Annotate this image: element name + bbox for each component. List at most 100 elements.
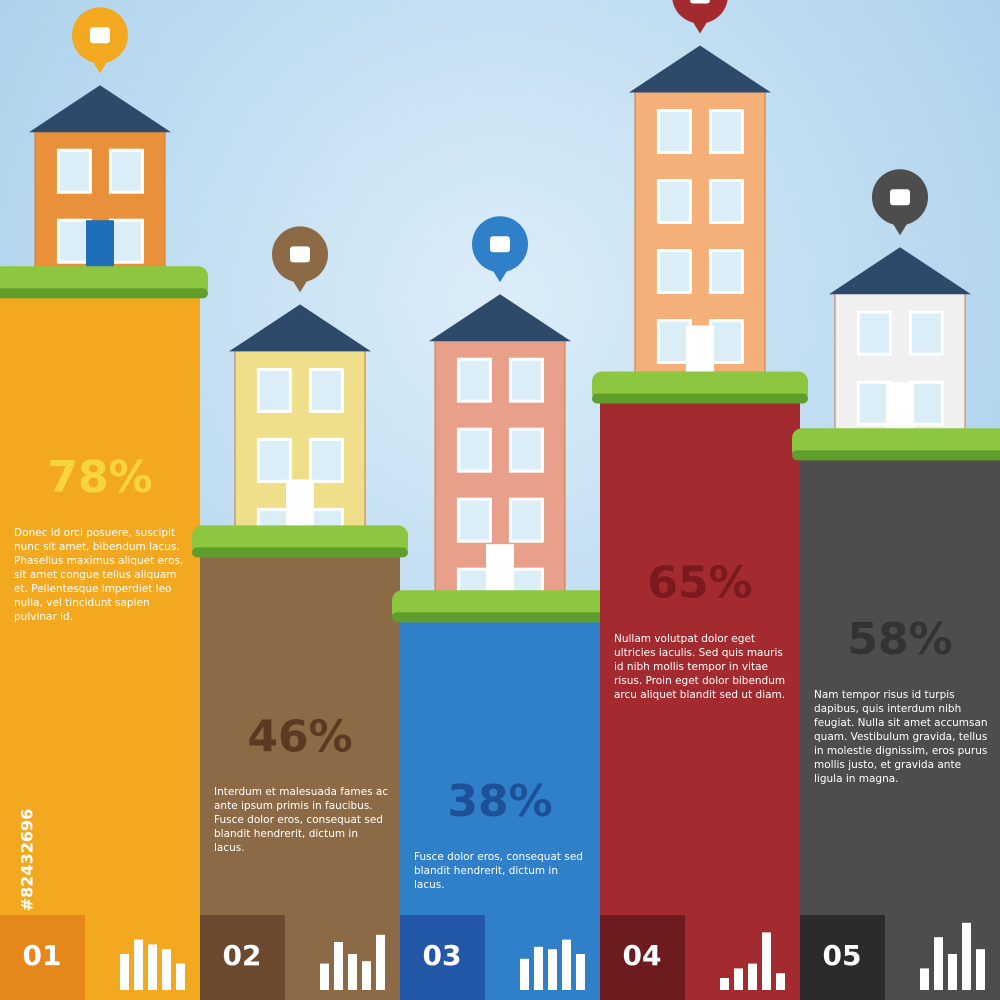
mini-bar (320, 963, 329, 990)
number-box (0, 915, 85, 1000)
category-label: 02 (223, 939, 262, 972)
value-label: 78% (47, 452, 152, 503)
roof (629, 45, 771, 93)
window (656, 319, 692, 364)
value-label: 46% (247, 711, 352, 762)
window (308, 367, 344, 413)
icon-pointer (892, 222, 908, 236)
icon-bubble (672, 0, 728, 24)
number-box (400, 915, 485, 1000)
description: Fusce dolor eros, consequat sed blandit … (414, 851, 583, 892)
description-box: Nullam volutpat dolor eget ultricies iac… (614, 632, 786, 701)
value-label: 38% (447, 776, 552, 827)
grass-shade (792, 450, 1000, 461)
window (508, 427, 544, 473)
mini-bar (562, 939, 571, 990)
window (456, 357, 492, 403)
window (656, 179, 692, 224)
window (708, 109, 744, 154)
category-label: 05 (823, 939, 862, 972)
window (708, 319, 744, 364)
icon-glyph (690, 0, 710, 4)
mini-bar (176, 963, 185, 990)
mini-bar (148, 944, 157, 990)
mini-bar (762, 932, 771, 990)
grass-shade (392, 612, 608, 623)
value-label: 65% (647, 558, 752, 609)
bar (800, 442, 1000, 915)
icon-pointer (92, 60, 108, 74)
window (908, 380, 944, 426)
mini-bar (734, 968, 743, 990)
window (656, 109, 692, 154)
icon-glyph (490, 236, 510, 253)
description-box: Donec id orci posuere, suscipit nunc sit… (14, 527, 184, 624)
window (456, 427, 492, 473)
mini-bar (134, 939, 143, 990)
bar (0, 280, 200, 915)
grass-shade (592, 393, 808, 404)
number-box (600, 915, 685, 1000)
icon-glyph (290, 246, 310, 263)
roof (29, 85, 171, 133)
mini-bar (334, 942, 343, 990)
roof (429, 294, 571, 342)
mini-bar (576, 954, 585, 990)
window (108, 218, 144, 264)
window (708, 249, 744, 294)
roof (229, 304, 371, 352)
grass-shade (0, 288, 208, 299)
mini-bar (920, 968, 929, 990)
icon-pointer (692, 20, 708, 34)
window (456, 497, 492, 543)
description: Nam tempor risus id turpis dapibus, quis… (814, 689, 988, 786)
mini-bar (548, 949, 557, 990)
mini-bar (376, 934, 385, 990)
mini-bar (976, 949, 985, 990)
window (908, 310, 944, 356)
window (256, 367, 292, 413)
window (856, 380, 892, 426)
description: Interdum et malesuada fames ac ante ipsu… (214, 786, 389, 855)
description: Nullam volutpat dolor eget ultricies iac… (614, 632, 786, 701)
number-box (800, 915, 885, 1000)
window (508, 357, 544, 403)
description-box: Fusce dolor eros, consequat sed blandit … (414, 851, 583, 892)
stock-id: #82432696 (18, 809, 37, 911)
roof (829, 247, 971, 295)
mini-bar (162, 949, 171, 990)
mini-bar (948, 954, 957, 990)
category-label: 01 (23, 939, 62, 972)
mini-bar (748, 963, 757, 990)
category-label: 04 (623, 939, 662, 972)
number-box (200, 915, 285, 1000)
window (856, 310, 892, 356)
icon-glyph (890, 189, 910, 206)
grass-shade (192, 547, 408, 558)
mini-bar (520, 958, 529, 990)
window (656, 249, 692, 294)
mini-bar (534, 946, 543, 990)
value-label: 58% (847, 614, 952, 665)
bar (400, 604, 600, 915)
mini-bar (362, 961, 371, 990)
window (308, 437, 344, 483)
icon-pointer (492, 269, 508, 283)
window (56, 218, 92, 264)
description-box: Interdum et malesuada fames ac ante ipsu… (214, 786, 389, 855)
description-box: Nam tempor risus id turpis dapibus, quis… (814, 689, 988, 786)
mini-bar (776, 973, 785, 990)
window (108, 148, 144, 194)
mini-bar (934, 937, 943, 990)
window (256, 437, 292, 483)
mini-bar (348, 954, 357, 990)
mini-bar (962, 922, 971, 990)
icon-pointer (292, 279, 308, 293)
category-label: 03 (423, 939, 462, 972)
window (708, 179, 744, 224)
mini-bar (120, 954, 129, 990)
description: Donec id orci posuere, suscipit nunc sit… (14, 527, 184, 624)
window (56, 148, 92, 194)
